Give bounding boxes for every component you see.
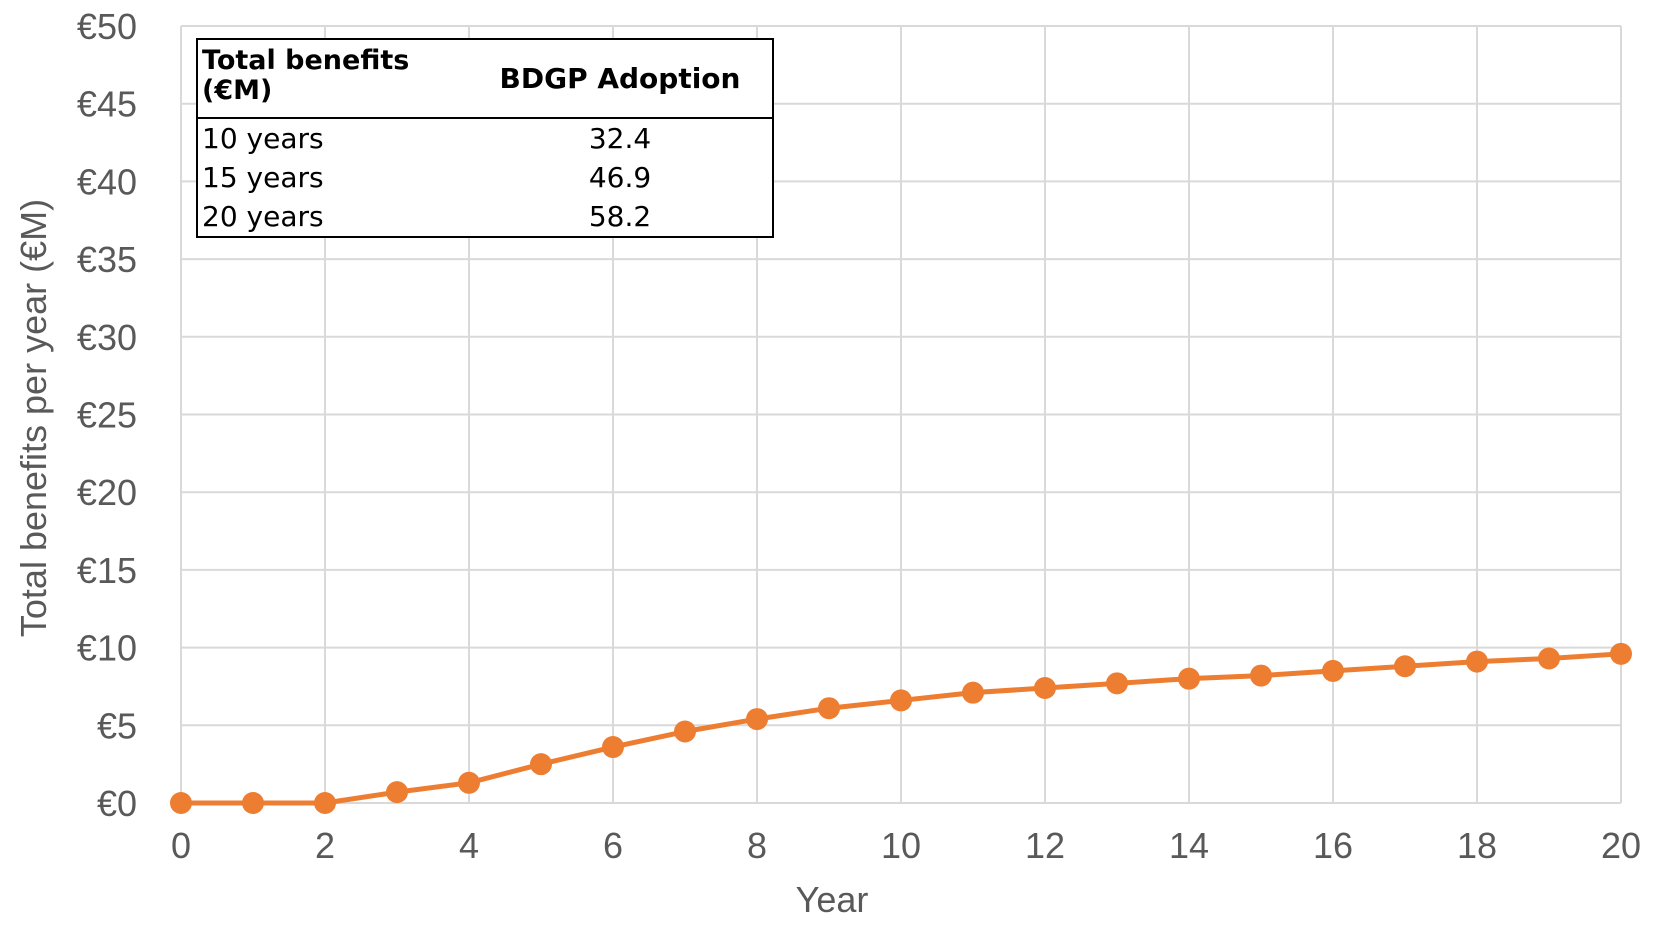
data-point xyxy=(674,720,696,743)
data-point xyxy=(170,792,192,814)
x-tick-label: 2 xyxy=(315,825,335,866)
data-point xyxy=(818,697,840,720)
data-point xyxy=(602,736,624,759)
data-point xyxy=(1394,655,1416,678)
data-point xyxy=(314,792,336,814)
table-cell: 20 years xyxy=(202,200,324,233)
y-tick-label: €35 xyxy=(77,239,137,280)
x-tick-label: 16 xyxy=(1313,825,1353,866)
data-point xyxy=(458,771,480,794)
x-tick-label: 20 xyxy=(1601,825,1641,866)
gridlines xyxy=(180,25,1622,804)
table-cell: 15 years xyxy=(202,161,324,194)
table-cell: 10 years xyxy=(202,122,324,155)
y-axis-tick-labels: €0 €5 €10 €15 €20 €25 €30 €35 €40 €45 €50 xyxy=(77,6,137,824)
table-header-cell: BDGP Adoption xyxy=(499,62,741,95)
data-point xyxy=(962,681,984,704)
series-line xyxy=(170,642,1632,814)
x-tick-label: 6 xyxy=(603,825,623,866)
data-point xyxy=(1178,667,1200,690)
data-point xyxy=(1034,677,1056,700)
table-header-cell: Total benefits (€M) xyxy=(202,45,410,106)
x-tick-label: 0 xyxy=(171,825,191,866)
x-axis-tick-labels: 0 2 4 6 8 10 12 14 16 18 20 xyxy=(171,825,1641,866)
x-tick-label: 12 xyxy=(1025,825,1065,866)
table-row: 15 years 46.9 xyxy=(198,158,772,197)
y-tick-label: €5 xyxy=(97,705,137,746)
data-point xyxy=(530,753,552,776)
y-axis-title: Total benefits per year (€M) xyxy=(13,199,54,637)
x-tick-label: 14 xyxy=(1169,825,1209,866)
x-tick-label: 8 xyxy=(747,825,767,866)
y-tick-label: €25 xyxy=(77,395,137,436)
y-tick-label: €40 xyxy=(77,161,137,202)
data-point xyxy=(386,781,408,804)
x-tick-label: 10 xyxy=(881,825,921,866)
x-tick-label: 4 xyxy=(459,825,479,866)
table-row: 20 years 58.2 xyxy=(198,197,772,236)
data-point xyxy=(1466,650,1488,673)
table-header: Total benefits (€M) BDGP Adoption xyxy=(198,40,772,119)
data-point xyxy=(242,792,264,814)
x-tick-label: 18 xyxy=(1457,825,1497,866)
y-tick-label: €10 xyxy=(77,628,137,669)
x-axis-title: Year xyxy=(796,879,869,920)
y-tick-label: €20 xyxy=(77,472,137,513)
y-tick-label: €50 xyxy=(77,6,137,47)
data-point xyxy=(1322,659,1344,682)
data-point xyxy=(1250,664,1272,687)
table-cell: 32.4 xyxy=(588,122,652,155)
table-cell: 46.9 xyxy=(588,161,652,194)
y-tick-label: €45 xyxy=(77,84,137,125)
y-tick-label: €15 xyxy=(77,550,137,591)
data-point xyxy=(746,708,768,731)
y-tick-label: €30 xyxy=(77,317,137,358)
table-cell: 58.2 xyxy=(588,200,652,233)
table-row: 10 years 32.4 xyxy=(198,119,772,158)
data-point xyxy=(890,689,912,712)
data-point xyxy=(1538,647,1560,670)
data-point xyxy=(1106,672,1128,695)
data-point xyxy=(1610,642,1632,665)
summary-table: Total benefits (€M) BDGP Adoption 10 yea… xyxy=(196,38,774,238)
y-tick-label: €0 xyxy=(97,783,137,824)
